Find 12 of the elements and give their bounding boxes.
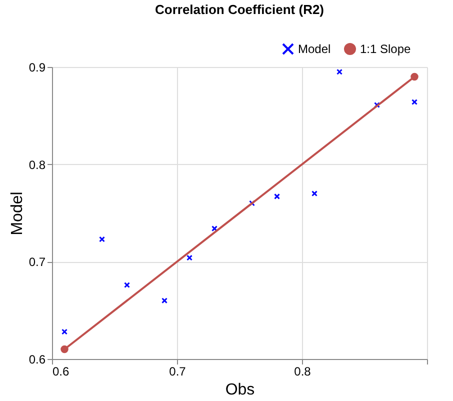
- y-tick-label: 0.8: [28, 158, 46, 172]
- y-tick-label: 0.7: [28, 255, 46, 270]
- chart-title: Correlation Coefficient (R2): [154, 2, 324, 17]
- x-tick-label: 0.6: [52, 364, 70, 378]
- y-tick-label: 0.9: [28, 60, 46, 74]
- y-tick-label: 0.6: [28, 352, 46, 366]
- legend-label: 1:1 Slope: [360, 42, 412, 56]
- x-axis-title: Obs: [225, 382, 255, 398]
- x-tick-label: 0.7: [169, 364, 186, 378]
- x-tick-label: 0.8: [294, 364, 312, 378]
- legend-label: Model: [298, 42, 331, 56]
- y-axis-title: Model: [8, 192, 26, 236]
